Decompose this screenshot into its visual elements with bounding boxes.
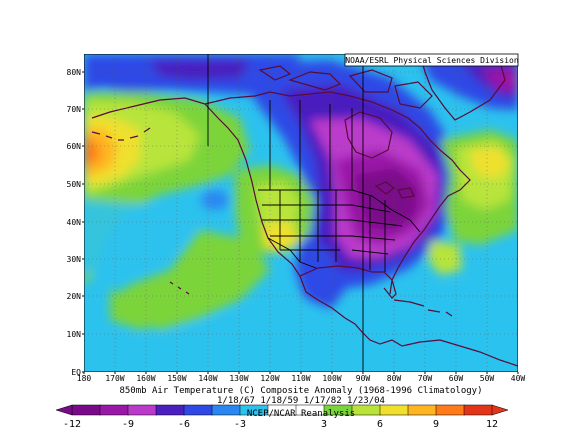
colorbar-max-arrow xyxy=(491,404,509,416)
lat-label: 50N xyxy=(67,180,82,189)
credit-text: NOAA/ESRL Physical Sciences Division xyxy=(345,56,519,65)
lat-label: 70N xyxy=(67,105,82,114)
colorbar-tick-label: 6 xyxy=(377,419,383,430)
lon-label: 80W xyxy=(387,374,402,383)
colorbar-swatch xyxy=(407,404,437,416)
lon-label: 50W xyxy=(480,374,495,383)
figure-title: 850mb Air Temperature (C) Composite Anom… xyxy=(119,386,482,396)
lat-label: 80N xyxy=(67,68,82,77)
coastlines xyxy=(91,54,518,367)
colorbar-swatch xyxy=(351,404,381,416)
colorbar-swatch xyxy=(379,404,409,416)
longitude-tick-labels: 180 170W 160W 150W 140W 130W 120W 110W 100W 90W 80… xyxy=(77,372,526,383)
lon-label: 180 xyxy=(77,374,92,383)
lon-label: 170W xyxy=(105,374,124,383)
latitude-tick-labels: 80N 70N 60N 50N 40N 30N 20N 10N EQ xyxy=(67,68,84,377)
colorbar-swatch xyxy=(99,404,129,416)
colorbar-tick-label: 3 xyxy=(321,419,327,430)
map-panel xyxy=(84,54,518,372)
colorbar-tick-label: 9 xyxy=(433,419,439,430)
lat-label: 30N xyxy=(67,255,82,264)
lon-label: 150W xyxy=(167,374,186,383)
colorbar-swatch xyxy=(435,404,465,416)
lon-label: 140W xyxy=(198,374,217,383)
lon-label: 70W xyxy=(418,374,433,383)
anomaly-shading xyxy=(84,54,518,372)
colorbar-tick-label: -3 xyxy=(234,419,246,430)
lat-label: 40N xyxy=(67,218,82,227)
source-label: NCEP/NCAR Reanalysis xyxy=(247,409,355,419)
colorbar xyxy=(55,404,509,416)
lat-label: 20N xyxy=(67,292,82,301)
lon-label: 100W xyxy=(322,374,341,383)
lon-label: 90W xyxy=(356,374,371,383)
colorbar-swatch xyxy=(211,404,241,416)
lon-label: 60W xyxy=(449,374,464,383)
credit-box: NOAA/ESRL Physical Sciences Division xyxy=(344,53,519,67)
colorbar-tick-labels: -12 -9 -6 -3 3 6 9 12 xyxy=(63,419,498,430)
colorbar-tick-label: -12 xyxy=(63,419,81,430)
lon-label: 40W xyxy=(511,374,526,383)
colorbar-tick-label: -6 xyxy=(178,419,190,430)
lon-label: 110W xyxy=(291,374,310,383)
colorbar-tick-label: -9 xyxy=(122,419,134,430)
colorbar-swatch xyxy=(463,404,493,416)
figure-dates: 1/18/67 1/18/59 1/17/82 1/23/04 xyxy=(217,396,385,406)
colorbar-swatch xyxy=(71,404,101,416)
lon-label: 120W xyxy=(260,374,279,383)
lat-label: 60N xyxy=(67,142,82,151)
colorbar-min-arrow xyxy=(55,404,73,416)
lat-label: 10N xyxy=(67,330,82,339)
lon-label: 160W xyxy=(136,374,155,383)
colorbar-swatch xyxy=(155,404,185,416)
political-boundaries xyxy=(207,54,421,372)
lat-label: EQ xyxy=(71,368,81,377)
lon-label: 130W xyxy=(229,374,248,383)
colorbar-tick-label: 12 xyxy=(486,419,498,430)
colorbar-swatch xyxy=(127,404,157,416)
colorbar-swatch xyxy=(183,404,213,416)
